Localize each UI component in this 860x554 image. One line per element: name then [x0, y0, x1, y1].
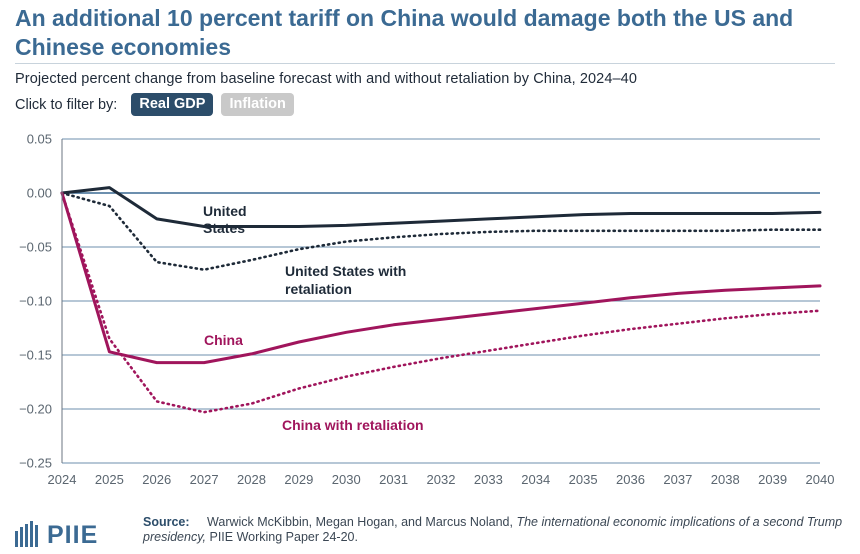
- series-label-line: retaliation: [285, 281, 352, 297]
- series-label-line: United: [203, 203, 247, 219]
- logo-text: PIIE: [47, 521, 99, 549]
- x-tick-label: 2035: [569, 472, 598, 487]
- x-tick-label: 2025: [95, 472, 124, 487]
- piie-logo[interactable]: PIIE: [14, 521, 99, 549]
- label-layer: United States United States with retaliatio…: [203, 203, 424, 433]
- filter-label: Click to filter by:: [15, 96, 118, 113]
- series-line-china[interactable]: [60, 191, 822, 365]
- y-tick-label: −0.25: [19, 456, 52, 471]
- y-tick-label: −0.15: [19, 348, 52, 363]
- x-tick-label: 2033: [474, 472, 503, 487]
- series-label: China: [204, 332, 243, 348]
- x-tick-label: 2032: [427, 472, 456, 487]
- y-tick-label: −0.05: [19, 240, 52, 255]
- chart-title: An additional 10 percent tariff on China…: [15, 5, 794, 60]
- title-divider: [15, 63, 835, 64]
- chart-subtitle: Projected percent change from baseline f…: [15, 71, 637, 87]
- grid-layer: [62, 138, 820, 464]
- x-tick-label: 2039: [758, 472, 787, 487]
- x-tick-label: 2034: [521, 472, 550, 487]
- series-line-united-states-with-retaliation[interactable]: [60, 191, 822, 272]
- x-tick-label: 2036: [616, 472, 645, 487]
- x-tick-label: 2030: [332, 472, 361, 487]
- source-note: Source: Warwick McKibbin, Megan Hogan, a…: [143, 515, 843, 545]
- series-label: China with retaliation: [282, 417, 424, 433]
- footer: PIIE Source: Warwick McKibbin, Megan Hog…: [0, 507, 860, 554]
- series-layer: [60, 186, 822, 414]
- source-title[interactable]: The international economic implications …: [143, 515, 843, 544]
- x-tick-label: 2024: [48, 472, 77, 487]
- series-label-line: United States with: [285, 263, 406, 279]
- line-chart: United States United States with retaliatio…: [19, 132, 834, 488]
- series-label-line: States: [203, 220, 245, 236]
- series-label-line: China with retaliation: [282, 417, 424, 433]
- x-tick-label: 2038: [711, 472, 740, 487]
- series-label: United States with retaliation: [285, 263, 406, 297]
- x-tick-label: 2037: [663, 472, 692, 487]
- filter-row: Click to filter by: Real GDP Inflation: [15, 93, 302, 116]
- y-tick-label: 0.05: [27, 132, 52, 147]
- filter-button-real-gdp[interactable]: Real GDP: [131, 93, 214, 116]
- series-label: United States: [203, 203, 247, 236]
- source-authors: Warwick McKibbin, Megan Hogan, and Marcu…: [207, 515, 513, 529]
- x-tick-label: 2029: [284, 472, 313, 487]
- series-label-line: China: [204, 332, 243, 348]
- x-tick-label: 2027: [190, 472, 219, 487]
- y-tick-label: −0.20: [19, 402, 52, 417]
- y-tick-label: 0.00: [27, 186, 52, 201]
- x-tick-label: 2040: [806, 472, 835, 487]
- series-line-united-states[interactable]: [60, 186, 822, 228]
- series-line-china-with-retaliation[interactable]: [60, 191, 822, 414]
- filter-button-inflation[interactable]: Inflation: [221, 93, 294, 116]
- x-tick-label: 2028: [237, 472, 266, 487]
- y-tick-label: −0.10: [19, 294, 52, 309]
- x-tick-label: 2031: [379, 472, 408, 487]
- source-rest: PIIE Working Paper 24-20.: [209, 530, 358, 544]
- source-label: Source:: [143, 515, 190, 529]
- x-tick-label: 2026: [142, 472, 171, 487]
- columns-icon: [15, 521, 38, 547]
